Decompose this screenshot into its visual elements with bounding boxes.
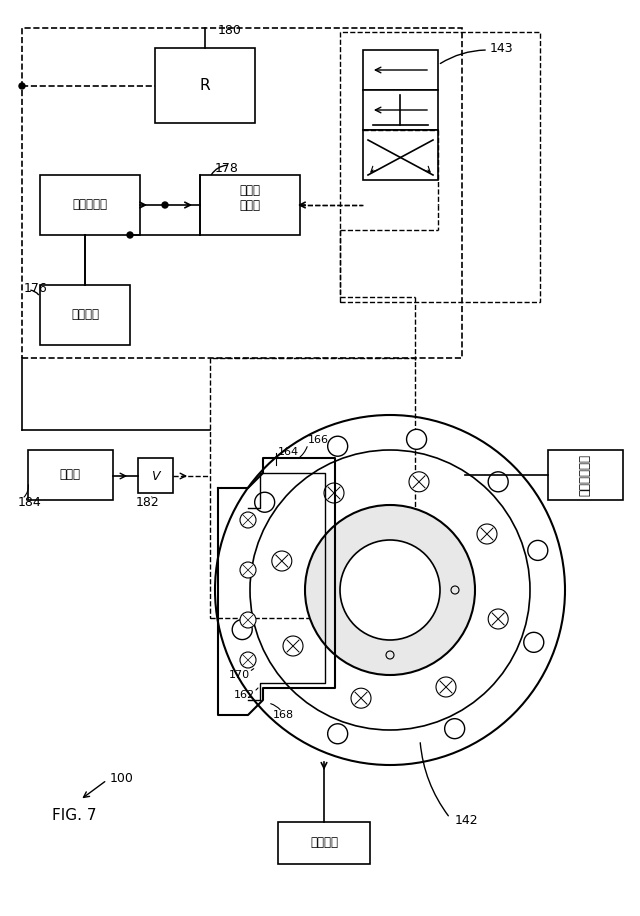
Bar xyxy=(28,450,113,500)
Circle shape xyxy=(255,492,275,512)
Circle shape xyxy=(328,724,348,744)
Circle shape xyxy=(528,540,548,561)
Text: 駆動部材: 駆動部材 xyxy=(310,836,338,849)
Circle shape xyxy=(19,83,25,89)
Circle shape xyxy=(328,436,348,456)
Text: 100: 100 xyxy=(110,771,134,784)
Bar xyxy=(138,458,173,493)
Bar xyxy=(40,285,130,345)
Text: V: V xyxy=(151,470,159,483)
Circle shape xyxy=(240,612,256,628)
Circle shape xyxy=(240,652,256,668)
Bar xyxy=(40,175,140,235)
Text: 168: 168 xyxy=(273,710,294,720)
Circle shape xyxy=(445,719,465,738)
Text: 充墋ポンプ: 充墋ポンプ xyxy=(72,199,108,212)
Bar xyxy=(340,32,540,302)
Bar xyxy=(363,50,438,90)
Circle shape xyxy=(340,540,440,640)
Text: 176: 176 xyxy=(24,281,48,295)
Circle shape xyxy=(351,688,371,708)
Circle shape xyxy=(409,472,429,492)
Circle shape xyxy=(477,524,497,544)
Bar xyxy=(363,130,438,180)
Bar xyxy=(363,90,438,130)
Text: 180: 180 xyxy=(218,24,242,37)
Bar xyxy=(548,450,623,500)
Text: 178: 178 xyxy=(215,161,239,175)
Text: メイン
ポンプ: メイン ポンプ xyxy=(239,184,260,212)
Text: FIG. 7: FIG. 7 xyxy=(52,808,97,823)
Circle shape xyxy=(524,632,544,652)
Circle shape xyxy=(240,512,256,528)
Bar xyxy=(200,175,300,235)
Circle shape xyxy=(240,562,256,578)
Circle shape xyxy=(488,472,508,492)
Circle shape xyxy=(305,505,475,675)
Text: 車両フレーム: 車両フレーム xyxy=(579,454,591,496)
Text: 143: 143 xyxy=(490,41,514,54)
Circle shape xyxy=(127,232,133,238)
Circle shape xyxy=(324,483,344,503)
Circle shape xyxy=(283,636,303,656)
Circle shape xyxy=(272,551,292,571)
Text: R: R xyxy=(200,79,211,93)
Bar xyxy=(155,48,255,123)
Text: 制御部: 制御部 xyxy=(60,468,81,482)
Circle shape xyxy=(436,677,456,697)
Circle shape xyxy=(406,430,427,450)
Text: 182: 182 xyxy=(136,496,160,508)
Circle shape xyxy=(232,619,252,639)
Text: 166: 166 xyxy=(308,435,329,445)
Text: エンジン: エンジン xyxy=(71,309,99,322)
Bar xyxy=(22,28,462,358)
Circle shape xyxy=(488,609,508,629)
Text: 142: 142 xyxy=(455,813,479,826)
Text: 170: 170 xyxy=(229,670,250,680)
Text: 184: 184 xyxy=(18,496,42,509)
Text: 164: 164 xyxy=(278,447,299,457)
Text: 162: 162 xyxy=(234,690,255,700)
Bar xyxy=(210,358,415,618)
Bar xyxy=(278,822,370,864)
Circle shape xyxy=(162,202,168,208)
